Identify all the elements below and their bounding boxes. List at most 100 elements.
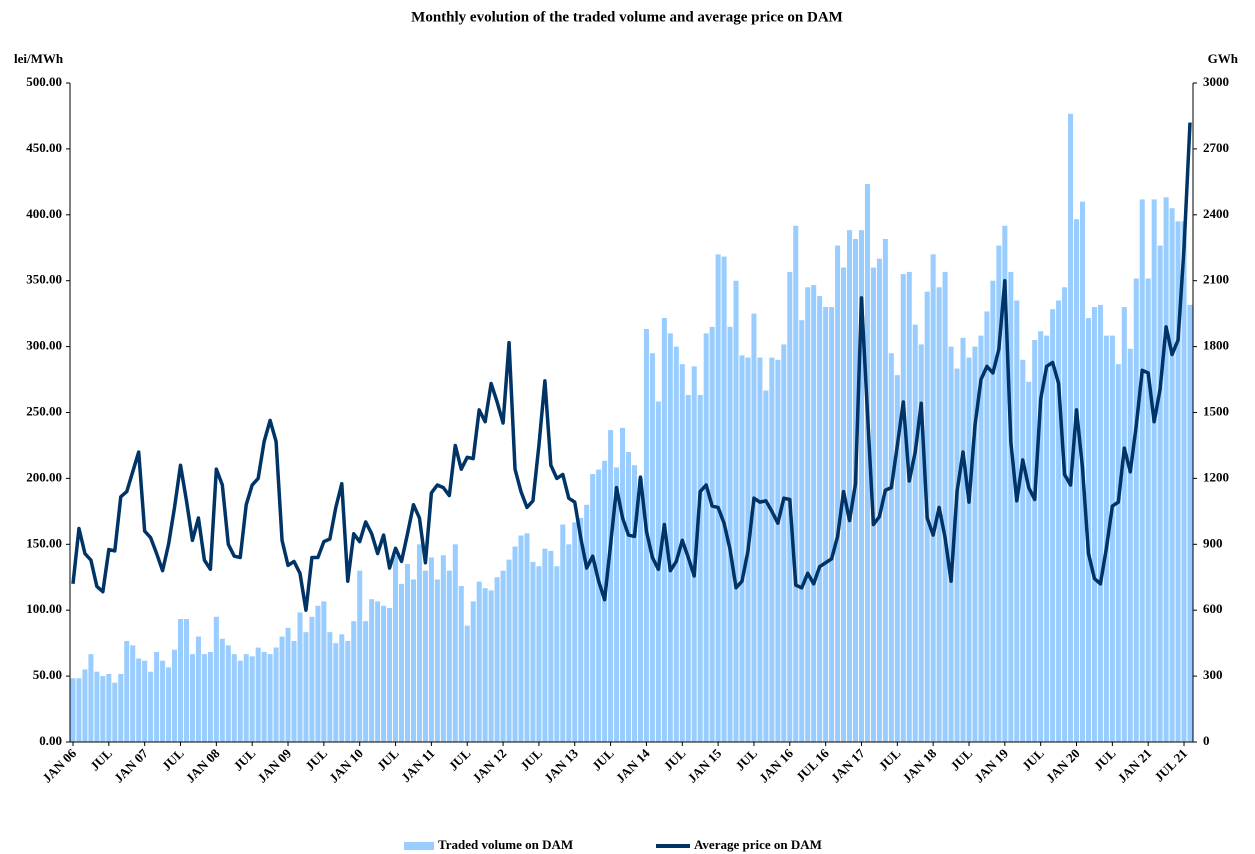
bar <box>799 320 805 742</box>
bar <box>1091 307 1097 742</box>
bar <box>261 651 267 742</box>
bar <box>631 465 637 742</box>
bar <box>733 280 739 742</box>
chart-title: Monthly evolution of the traded volume a… <box>411 9 843 25</box>
bar <box>554 566 560 742</box>
bar <box>524 533 530 742</box>
bar <box>1032 340 1038 742</box>
y2-tick-label: 600 <box>1203 601 1223 616</box>
bar <box>249 656 255 742</box>
x-tick-label: JAN 06 <box>39 745 79 785</box>
y-tick-label: 0.00 <box>39 733 62 748</box>
bar <box>219 638 225 742</box>
bar <box>978 335 984 742</box>
bar <box>297 612 303 742</box>
x-tick-label: JAN 20 <box>1043 746 1083 786</box>
bar <box>345 640 351 742</box>
bar <box>195 636 201 742</box>
bar <box>602 460 608 742</box>
bar <box>685 394 691 742</box>
bar <box>596 469 602 742</box>
bar <box>512 546 518 742</box>
bar <box>566 544 572 742</box>
bar <box>817 296 823 742</box>
bar <box>1068 113 1074 742</box>
bar <box>387 608 393 742</box>
x-tick-label: JUL 21 <box>1151 746 1190 785</box>
bar <box>136 658 142 742</box>
bar <box>1157 245 1163 742</box>
bar <box>1038 331 1044 742</box>
bar <box>894 375 900 742</box>
bar <box>1151 199 1157 742</box>
legend-label: Traded volume on DAM <box>438 837 573 852</box>
bar <box>225 645 231 742</box>
bar <box>363 621 369 742</box>
bar <box>482 588 488 742</box>
bar <box>990 280 996 742</box>
y-tick-label: 50.00 <box>33 667 62 682</box>
bar <box>996 245 1002 742</box>
x-tick-label: JUL <box>159 745 187 773</box>
bar <box>148 671 154 742</box>
bar <box>811 285 817 742</box>
y2-tick-label: 2700 <box>1203 140 1229 155</box>
y2-axis-label: GWh <box>1208 51 1239 66</box>
bar <box>70 678 76 742</box>
bar <box>948 346 954 742</box>
bar <box>888 353 894 742</box>
bar <box>154 651 160 742</box>
bar <box>721 256 727 742</box>
y2-tick-label: 300 <box>1203 667 1223 682</box>
bar <box>285 627 291 742</box>
y-tick-label: 150.00 <box>26 535 62 550</box>
y2-tick-label: 2400 <box>1203 206 1229 221</box>
bar <box>94 671 100 742</box>
bar <box>829 307 835 742</box>
bar <box>1008 271 1014 742</box>
bar <box>530 561 536 742</box>
bar <box>82 669 88 742</box>
bar <box>303 632 309 742</box>
x-tick-label: JUL <box>876 745 904 773</box>
x-tick-label: JUL <box>589 745 617 773</box>
bar <box>775 359 781 742</box>
y2-tick-label: 1200 <box>1203 469 1229 484</box>
bar <box>548 550 554 742</box>
bar <box>614 467 620 742</box>
bar <box>930 254 936 742</box>
price-line <box>71 122 1192 612</box>
bar <box>183 618 189 742</box>
bar <box>488 590 494 742</box>
bar <box>422 570 428 742</box>
bar <box>626 452 632 742</box>
bar <box>542 548 548 742</box>
bar <box>428 557 434 742</box>
bar <box>572 522 578 742</box>
bar <box>1133 278 1139 742</box>
bar <box>106 673 112 742</box>
bar <box>231 654 237 742</box>
bar <box>655 401 661 742</box>
y2-tick-label: 3000 <box>1203 74 1229 89</box>
bar <box>399 583 405 742</box>
bar <box>351 621 357 742</box>
bar <box>960 337 966 742</box>
bar <box>470 601 476 742</box>
bar <box>1115 364 1121 742</box>
bar <box>954 368 960 742</box>
bar <box>709 326 715 742</box>
bar <box>189 654 195 742</box>
bar <box>1163 197 1169 742</box>
bar <box>124 640 130 742</box>
bar <box>213 616 219 742</box>
bar <box>1139 199 1145 742</box>
bar <box>357 570 363 742</box>
bar <box>393 555 399 742</box>
bar <box>309 616 315 742</box>
bar <box>506 559 512 742</box>
legend-label: Average price on DAM <box>694 837 822 852</box>
bar <box>100 676 106 742</box>
y2-tick-label: 1800 <box>1203 338 1229 353</box>
bar <box>118 673 124 742</box>
